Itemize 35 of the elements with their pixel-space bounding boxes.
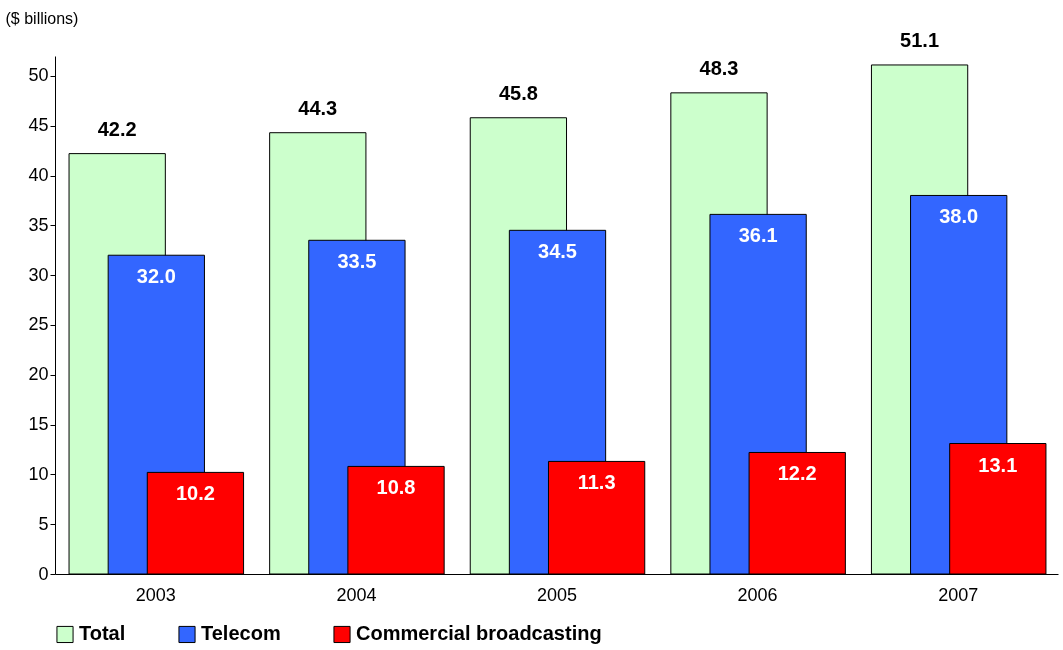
data-label: 33.5 — [337, 250, 377, 273]
data-label: 11.3 — [577, 471, 616, 494]
y-tick-label: 40 — [28, 165, 49, 186]
data-label: 48.3 — [699, 56, 739, 79]
x-tick-label: 2004 — [336, 584, 377, 605]
data-label: 10.8 — [376, 476, 416, 499]
y-tick-label: 5 — [38, 513, 49, 534]
y-tick-label: 15 — [28, 414, 49, 435]
x-tick-label: 2003 — [135, 584, 176, 605]
x-tick-label: 2006 — [737, 584, 778, 605]
y-axis-title: ($ billions) — [5, 9, 79, 27]
y-tick-label: 0 — [38, 563, 49, 584]
data-label: 44.3 — [298, 96, 338, 119]
data-label: 51.1 — [900, 28, 940, 51]
y-tick-label: 20 — [28, 364, 49, 385]
y-tick-label: 50 — [28, 65, 49, 86]
data-label: 45.8 — [498, 81, 538, 104]
data-label: 36.1 — [738, 224, 778, 247]
y-tick-label: 25 — [28, 314, 49, 335]
data-label: 34.5 — [538, 240, 577, 263]
y-tick-label: 45 — [28, 115, 49, 136]
legend-label: Telecom — [201, 622, 281, 645]
legend-label: Commercial broadcasting — [356, 622, 602, 645]
y-tick-label: 35 — [28, 214, 49, 235]
legend-label: Total — [79, 622, 126, 645]
y-tick-label: 10 — [28, 463, 49, 484]
x-tick-label: 2007 — [938, 584, 979, 605]
data-label: 12.2 — [777, 462, 817, 485]
data-label: 32.0 — [136, 265, 176, 288]
data-label: 13.1 — [978, 453, 1018, 476]
data-label: 42.2 — [97, 117, 137, 140]
data-label: 10.2 — [175, 482, 215, 505]
data-label: 38.0 — [939, 205, 979, 228]
y-tick-label: 30 — [28, 264, 49, 285]
x-tick-label: 2005 — [536, 584, 578, 605]
